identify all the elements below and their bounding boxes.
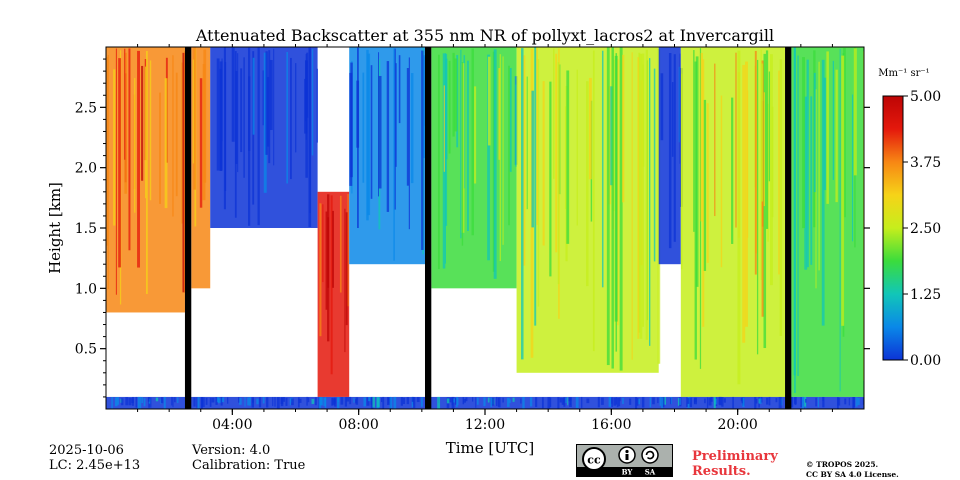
heatmap-region xyxy=(516,47,661,373)
preliminary-line-2: Results. xyxy=(692,464,751,479)
share-alike-icon xyxy=(641,446,659,464)
heatmap-region xyxy=(317,191,350,397)
colorbar-tick-label: 3.75 xyxy=(910,155,941,171)
preliminary-results-note: Preliminary Results. xyxy=(692,449,778,479)
y-tick-label: 2.5 xyxy=(75,100,97,116)
heatmap-region xyxy=(191,47,211,289)
heatmap-region xyxy=(106,47,187,313)
footer-version: Version: 4.0 xyxy=(192,443,271,458)
sa-label: SA xyxy=(645,468,656,477)
y-axis: 0.5 1.0 1.5 2.0 2.5 xyxy=(75,58,870,398)
colorbar-ticks: 5.00 3.75 2.50 1.25 0.00 xyxy=(903,89,941,369)
footer-calibration: Calibration: True xyxy=(192,458,306,473)
heatmap-region xyxy=(431,47,518,289)
y-axis-label: Height [km] xyxy=(46,182,64,274)
colorbar-tick-label: 2.50 xyxy=(910,221,941,237)
colorbar-tick-label: 0.00 xyxy=(910,353,941,369)
colorbar-unit-label: Mm⁻¹ sr⁻¹ xyxy=(878,68,929,79)
no-data-gap xyxy=(184,47,192,409)
heatmap xyxy=(106,47,864,409)
no-data-gap xyxy=(785,47,792,409)
copyright-line-1: © TROPOS 2025. xyxy=(806,460,879,469)
x-axis-label: Time [UTC] xyxy=(446,439,535,457)
x-tick-label: 12:00 xyxy=(465,417,505,433)
heatmap-region xyxy=(680,47,786,397)
footer-lidar-constant: LC: 2.45e+13 xyxy=(49,458,141,473)
x-tick-label: 08:00 xyxy=(338,417,378,433)
heatmap-region xyxy=(106,396,864,409)
chart-title: Attenuated Backscatter at 355 nm NR of p… xyxy=(195,26,774,45)
heatmap-region xyxy=(658,47,683,265)
cc-icon xyxy=(582,447,606,471)
colorbar xyxy=(882,95,904,361)
heatmap-region xyxy=(210,47,318,228)
colorbar-tick-label: 5.00 xyxy=(910,89,941,105)
cc-license-badge: cc BY SA xyxy=(576,444,673,477)
cc-main-label: cc xyxy=(587,454,601,467)
y-tick-label: 2.0 xyxy=(75,161,97,177)
by-label: BY xyxy=(622,468,634,477)
y-tick-label: 0.5 xyxy=(75,342,97,358)
heatmap-region xyxy=(791,47,864,397)
y-tick-label: 1.5 xyxy=(75,221,97,237)
x-tick-label: 20:00 xyxy=(717,417,757,433)
x-tick-label: 04:00 xyxy=(212,417,252,433)
no-data-gap xyxy=(424,47,432,409)
y-tick-label: 1.0 xyxy=(75,281,97,297)
colorbar-tick-label: 1.25 xyxy=(910,287,941,303)
x-axis: 04:00 08:00 12:00 16:00 20:00 xyxy=(137,44,833,433)
x-tick-label: 16:00 xyxy=(591,417,631,433)
copyright-note: © TROPOS 2025. CC BY SA 4.0 License. xyxy=(806,460,899,480)
footer-date: 2025-10-06 xyxy=(49,443,124,458)
preliminary-line-1: Preliminary xyxy=(692,449,778,464)
copyright-line-2: CC BY SA 4.0 License. xyxy=(806,470,899,479)
heatmap-region xyxy=(349,47,428,265)
